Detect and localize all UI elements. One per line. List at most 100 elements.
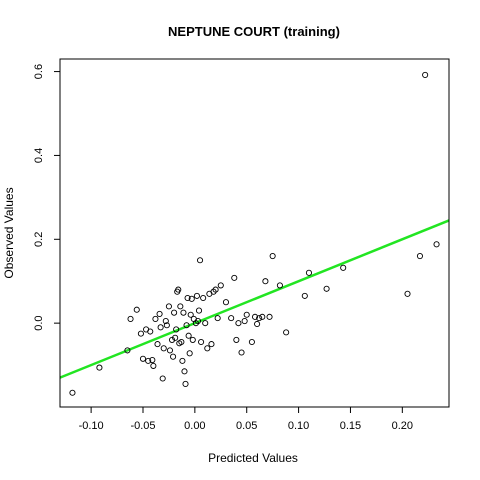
axis-ticks: -0.10 -0.05 0.00 0.05 0.10 0.15 0.20 0.0 0.2 0.4 0…	[33, 64, 413, 432]
data-point	[243, 311, 250, 318]
data-point	[154, 341, 161, 348]
y-tick-label: 0.6	[33, 64, 45, 79]
data-point	[162, 317, 169, 325]
y-tick-label: 0.4	[33, 148, 45, 163]
data-point	[137, 330, 144, 337]
data-point	[159, 375, 166, 382]
data-point	[185, 332, 192, 339]
data-point	[254, 320, 261, 328]
data-point	[262, 278, 269, 285]
data-point	[171, 309, 178, 316]
data-point	[160, 345, 167, 352]
x-tick-label: -0.10	[79, 420, 104, 432]
data-point	[149, 356, 156, 364]
data-point	[323, 285, 330, 292]
data-point	[192, 320, 199, 327]
data-point	[305, 269, 313, 276]
data-point	[416, 253, 424, 260]
x-tick-label: -0.05	[130, 420, 155, 432]
data-point	[165, 303, 172, 310]
data-point	[187, 311, 194, 318]
data-point	[238, 349, 245, 356]
y-tick-label: 0.0	[33, 315, 45, 330]
data-point	[214, 315, 221, 322]
data-point	[157, 324, 164, 331]
x-tick-label: 0.00	[184, 420, 205, 432]
data-point	[173, 326, 180, 333]
chart-title: NEPTUNE COURT (training)	[168, 24, 340, 39]
data-point	[422, 71, 429, 78]
data-point	[150, 362, 157, 369]
data-point	[241, 317, 248, 325]
data-point	[179, 357, 186, 364]
data-point	[210, 288, 217, 295]
data-point	[231, 274, 238, 281]
data-point	[233, 336, 240, 343]
fit-line-layer	[59, 219, 450, 379]
data-point	[189, 336, 196, 343]
data-point	[256, 315, 263, 322]
data-point	[147, 328, 154, 335]
data-point	[204, 345, 211, 352]
data-point	[235, 320, 242, 327]
data-point	[202, 320, 209, 327]
x-axis-label: Predicted Values	[208, 451, 298, 465]
x-tick-label: 0.05	[236, 420, 257, 432]
data-point	[152, 315, 159, 323]
data-point	[301, 292, 308, 299]
data-point	[69, 389, 76, 396]
data-point	[217, 282, 224, 289]
data-point	[276, 282, 283, 289]
data-point	[200, 294, 207, 302]
plot-frame	[59, 58, 450, 408]
fit-line	[59, 219, 450, 379]
data-point	[283, 329, 290, 336]
data-point	[198, 338, 205, 346]
data-point	[172, 334, 179, 341]
data-point	[163, 322, 170, 329]
data-point	[196, 257, 204, 264]
data-point	[133, 306, 140, 313]
data-point	[186, 350, 193, 357]
x-tick-label: 0.10	[288, 420, 309, 432]
data-point	[178, 338, 185, 346]
data-point	[404, 290, 411, 297]
data-point	[188, 295, 195, 302]
data-point	[175, 286, 182, 293]
data-point	[177, 303, 184, 310]
data-point	[181, 368, 188, 375]
x-tick-label: 0.20	[392, 420, 413, 432]
data-point	[184, 294, 191, 302]
data-point	[145, 357, 152, 364]
data-point	[156, 310, 163, 317]
data-point	[180, 309, 187, 316]
y-tick-label: 0.2	[33, 232, 45, 247]
data-point	[124, 347, 131, 354]
data-point	[170, 353, 177, 360]
data-point	[269, 253, 276, 260]
points-layer	[69, 71, 440, 396]
data-point	[139, 355, 147, 362]
data-point	[248, 338, 255, 346]
data-point	[266, 313, 273, 320]
data-point	[340, 264, 347, 271]
x-tick-label: 0.15	[340, 420, 361, 432]
data-point	[212, 286, 219, 293]
data-point	[228, 315, 235, 322]
data-point	[433, 241, 440, 248]
data-point	[195, 307, 203, 314]
data-point	[168, 336, 176, 343]
data-point	[166, 347, 174, 354]
data-point	[182, 380, 189, 387]
data-point	[208, 341, 215, 348]
data-point	[251, 313, 259, 320]
y-axis-label: Observed Values	[2, 187, 16, 278]
data-point	[183, 322, 190, 329]
data-point	[259, 313, 266, 320]
data-point	[193, 292, 200, 299]
data-point	[222, 299, 230, 306]
data-point	[194, 317, 202, 325]
data-point	[127, 315, 134, 323]
